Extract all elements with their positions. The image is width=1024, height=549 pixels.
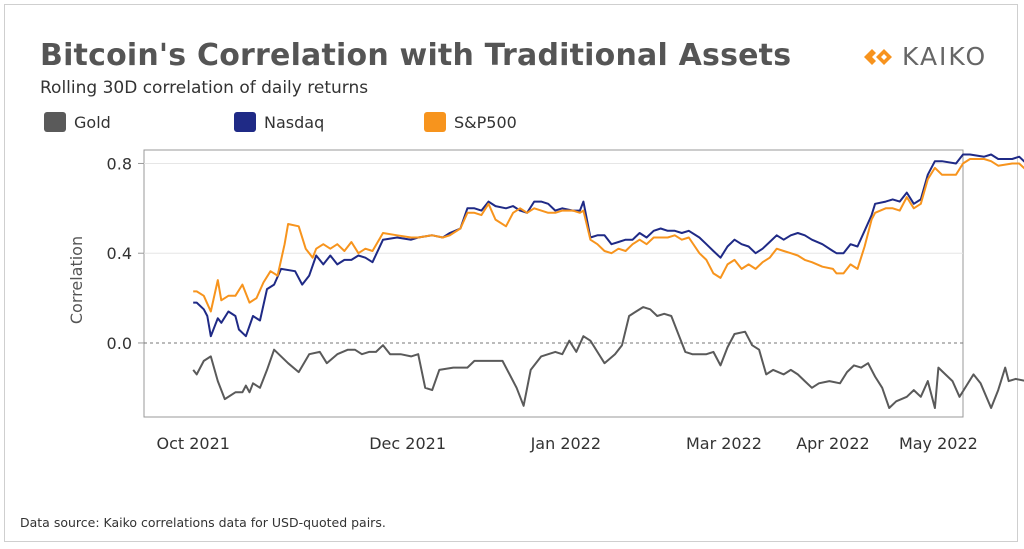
plot-area-border [143,149,964,418]
data-source-note: Data source: Kaiko correlations data for… [20,515,386,530]
x-tick-label: Dec 2021 [369,434,446,453]
series-line-nasdaq[interactable] [193,153,1024,338]
y-tick-label: 0.8 [107,154,132,173]
y-tick-label: 0.4 [107,244,132,263]
x-tick-label: Mar 2022 [686,434,762,453]
y-axis-title: Correlation [67,236,86,324]
axis-layer: 0.8 0.4 0.0 Oct 2021 Dec 2021 Jan 2022 Mar 202… [107,154,978,453]
y-tick-label: 0.0 [107,334,132,353]
chart-subtitle: Rolling 30D correlation of daily returns [40,78,369,98]
x-tick-label: Jan 2022 [530,434,601,453]
legend-swatch-nasdaq [234,112,256,132]
series-line-gold[interactable] [192,306,1024,409]
legend-item-nasdaq[interactable]: Nasdaq [234,112,324,132]
legend-label-nasdaq: Nasdaq [264,112,325,132]
x-tick-label: Oct 2021 [156,434,229,453]
legend-label-sp500: S&P500 [454,112,517,132]
legend-swatch-sp500 [424,112,446,132]
kaiko-logo: KAIKO [862,42,987,71]
chart-title: Bitcoin's Correlation with Traditional A… [40,38,792,73]
legend: Gold Nasdaq S&P500 [0,112,1024,136]
legend-item-sp500[interactable]: S&P500 [424,112,517,132]
legend-item-gold[interactable]: Gold [44,112,111,132]
grid-layer [143,149,964,418]
series-layer [192,153,1024,409]
x-tick-label: May 2022 [899,434,978,453]
legend-label-gold: Gold [74,112,111,132]
series-line-s-p500[interactable] [193,158,1024,313]
kaiko-mark-icon [864,48,892,65]
logo-text: KAIKO [902,42,988,71]
chart-frame [4,4,1018,542]
legend-swatch-gold [44,112,66,132]
x-tick-label: Apr 2022 [796,434,869,453]
